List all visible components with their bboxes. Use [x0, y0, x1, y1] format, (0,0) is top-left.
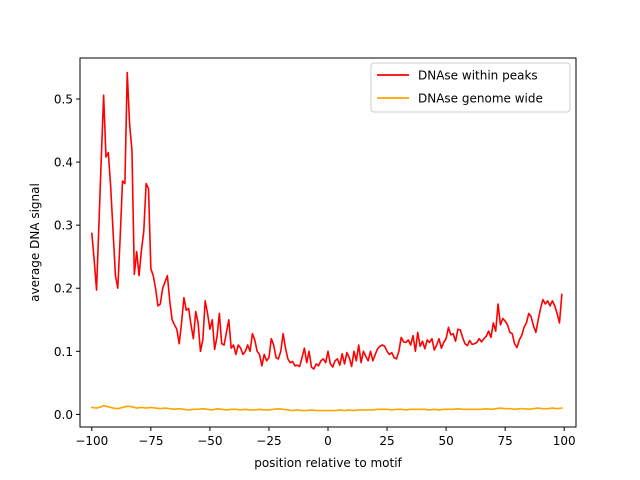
- x-tick-label: −75: [138, 434, 163, 448]
- x-tick-label: 100: [553, 434, 576, 448]
- y-tick-label: 0.4: [54, 156, 73, 170]
- y-axis-ticks: 0.0 0.1 0.2 0.3 0.4 0.5: [54, 93, 80, 422]
- plot-frame: [79, 57, 577, 428]
- series-line-genome-wide: [90, 404, 563, 412]
- x-tick-label: −50: [197, 434, 222, 448]
- legend-frame: [370, 62, 571, 113]
- legend-label-within-peaks: DNAse within peaks: [418, 69, 538, 83]
- x-axis-ticks: −100 −75 −50 −25 0 25 50 75 100: [75, 427, 576, 448]
- x-tick-label: −25: [256, 434, 281, 448]
- legend: DNAse within peaks DNAse genome wide: [370, 62, 571, 113]
- x-tick-label: 50: [438, 434, 453, 448]
- x-tick-label: 75: [498, 434, 513, 448]
- y-tick-label: 0.3: [54, 219, 73, 233]
- x-tick-label: 0: [324, 434, 332, 448]
- x-tick-label: 25: [379, 434, 394, 448]
- y-tick-label: 0.2: [54, 282, 73, 296]
- plot-area: [90, 71, 563, 412]
- legend-label-genome-wide: DNAse genome wide: [418, 92, 543, 106]
- y-tick-label: 0.1: [54, 345, 73, 359]
- x-axis-label: position relative to motif: [254, 456, 402, 470]
- x-tick-label: −100: [75, 434, 108, 448]
- y-axis-label: average DNA signal: [28, 183, 42, 302]
- series-line-within-peaks: [90, 71, 563, 370]
- y-tick-label: 0.0: [54, 408, 73, 422]
- y-tick-label: 0.5: [54, 93, 73, 107]
